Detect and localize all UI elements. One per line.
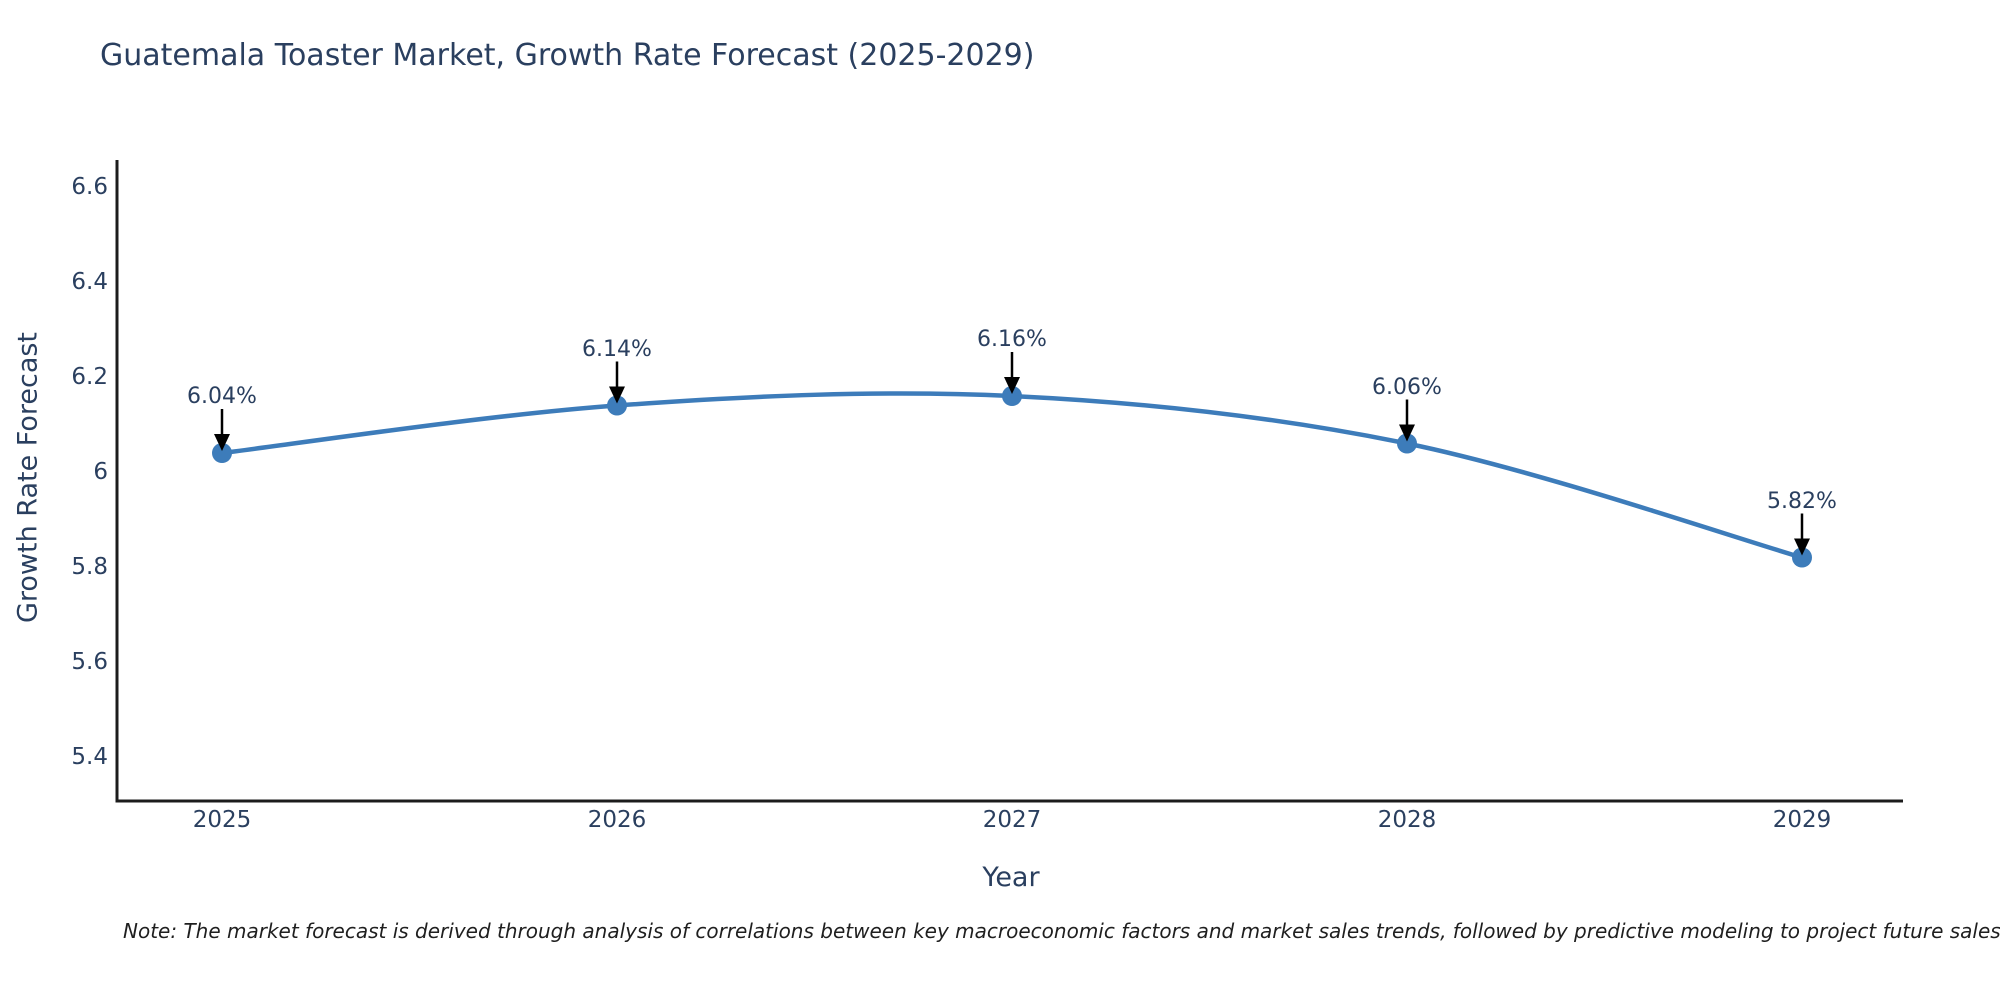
annotation-arrowhead (609, 386, 625, 404)
y-tick-label: 6.2 (71, 364, 108, 390)
y-tick-label: 6.4 (71, 269, 108, 295)
y-tick-label: 5.4 (71, 744, 108, 770)
data-point-marker (1792, 547, 1812, 568)
x-tick-label: 2027 (982, 807, 1042, 833)
data-point-marker (1397, 433, 1417, 454)
annotation-arrowhead (1004, 377, 1020, 394)
data-point-marker (1002, 386, 1022, 406)
annotation-arrowhead (214, 434, 230, 451)
point-label: 5.82% (1767, 488, 1837, 514)
x-tick-label: 2028 (1377, 807, 1437, 833)
point-label: 6.06% (1372, 374, 1442, 400)
point-label: 6.14% (582, 336, 652, 362)
data-point-marker (607, 395, 627, 416)
point-label: 6.16% (977, 327, 1047, 352)
x-tick-label: 2025 (192, 807, 252, 833)
y-tick-label: 6 (93, 459, 108, 485)
note-text: Note: The market forecast is derived thr… (123, 919, 2000, 943)
point-label: 6.04% (187, 384, 257, 409)
annotation-arrowhead (1794, 538, 1810, 556)
annotation-arrowhead (1399, 424, 1415, 442)
y-tick-label: 5.6 (71, 649, 108, 675)
x-axis-title: Year (982, 862, 1040, 893)
y-tick-label: 5.8 (71, 554, 108, 580)
chart-title: Guatemala Toaster Market, Growth Rate Fo… (100, 38, 1035, 73)
data-point-marker (212, 443, 232, 463)
trend-line (219, 391, 1805, 560)
x-tick-label: 2026 (587, 807, 647, 833)
x-tick-label: 2029 (1772, 807, 1832, 833)
y-tick-label: 6.6 (71, 174, 108, 200)
